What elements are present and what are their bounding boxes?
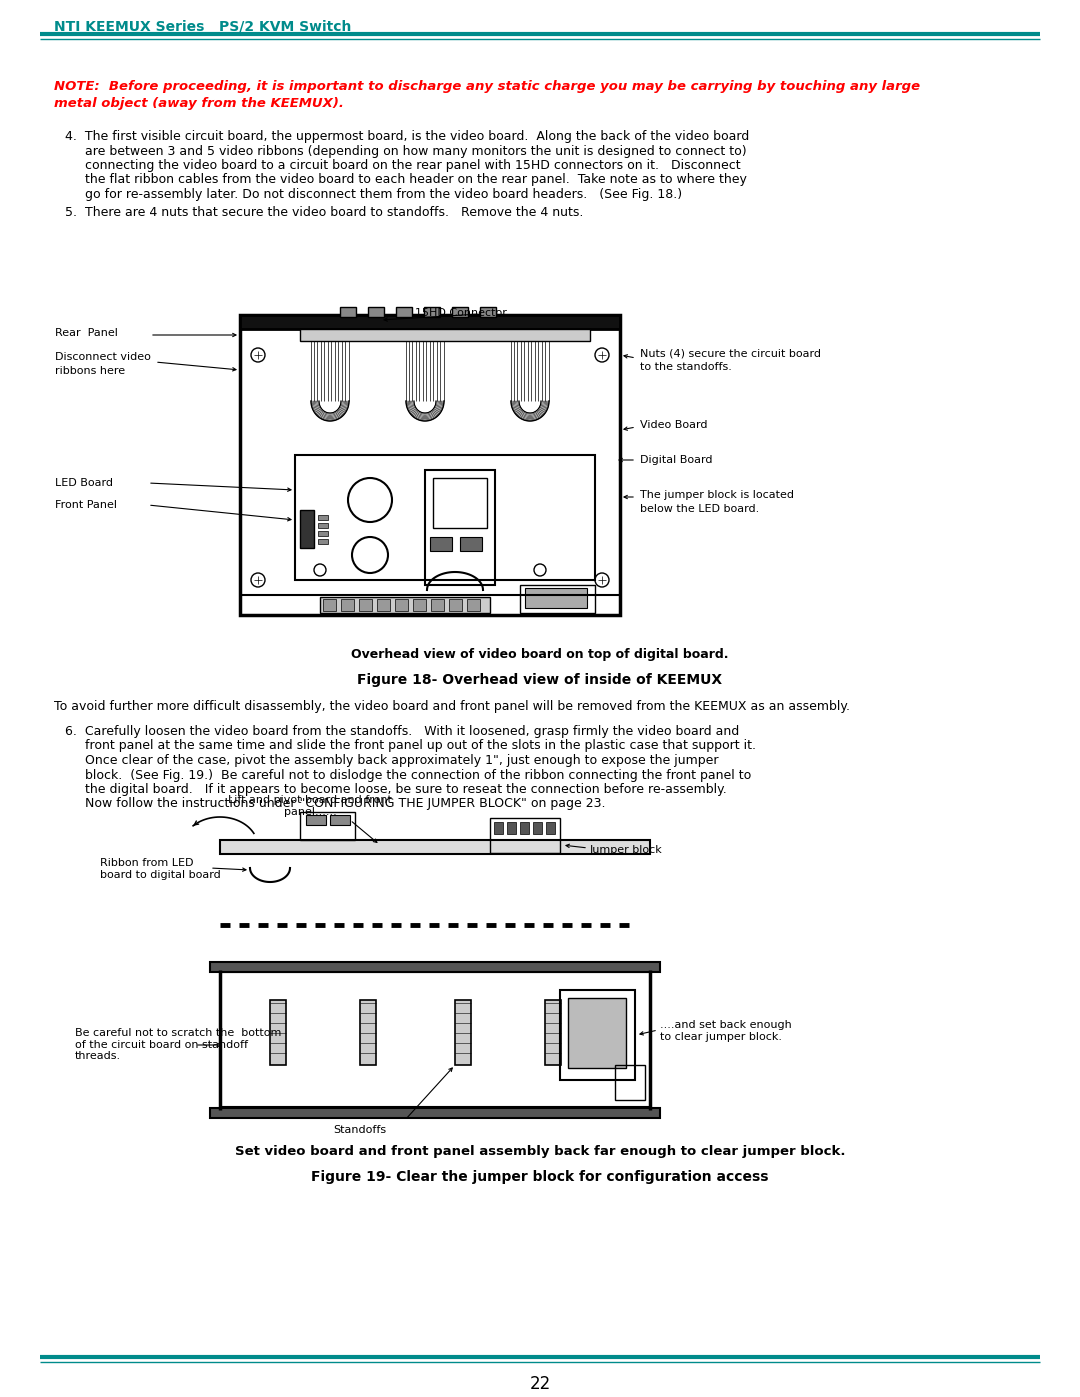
Bar: [318, 531, 328, 536]
Bar: [455, 1000, 471, 1065]
Bar: [525, 588, 588, 608]
Text: Set video board and front panel assembly back far enough to clear jumper block.: Set video board and front panel assembly…: [234, 1146, 846, 1158]
Text: 4.  The first visible circuit board, the uppermost board, is the video board.  A: 4. The first visible circuit board, the …: [65, 130, 750, 142]
Bar: [545, 1000, 561, 1065]
Bar: [424, 307, 440, 317]
Text: LED Board: LED Board: [55, 478, 113, 488]
Text: connecting the video board to a circuit board on the rear panel with 15HD connec: connecting the video board to a circuit …: [65, 159, 741, 172]
Text: 6.  Carefully loosen the video board from the standoffs.   With it loosened, gra: 6. Carefully loosen the video board from…: [65, 725, 739, 738]
Text: Be careful not to scratch the  bottom
of the circuit board on standoff
threads.: Be careful not to scratch the bottom of …: [75, 1028, 282, 1062]
Bar: [519, 585, 595, 613]
Text: NOTE:  Before proceeding, it is important to discharge any static charge you may: NOTE: Before proceeding, it is important…: [54, 80, 920, 94]
Text: Ribbon from LED
board to digital board: Ribbon from LED board to digital board: [100, 858, 220, 880]
Bar: [615, 1065, 645, 1099]
Text: Video Board: Video Board: [640, 420, 707, 430]
Bar: [377, 599, 390, 610]
Bar: [300, 510, 314, 548]
Text: 22: 22: [529, 1375, 551, 1393]
Text: metal object (away from the KEEMUX).: metal object (away from the KEEMUX).: [54, 96, 343, 110]
Text: ribbons here: ribbons here: [55, 366, 125, 376]
Text: front panel at the same time and slide the front panel up out of the slots in th: front panel at the same time and slide t…: [65, 739, 756, 753]
Text: Disconnect video: Disconnect video: [55, 352, 151, 362]
Text: block.  (See Fig. 19.)  Be careful not to dislodge the connection of the ribbon : block. (See Fig. 19.) Be careful not to …: [65, 768, 752, 781]
Bar: [368, 307, 384, 317]
Bar: [467, 599, 480, 610]
Bar: [210, 1108, 660, 1118]
Bar: [426, 469, 495, 585]
Bar: [413, 599, 426, 610]
Bar: [519, 821, 529, 834]
Text: Rear  Panel: Rear Panel: [55, 328, 118, 338]
Text: Figure 18- Overhead view of inside of KEEMUX: Figure 18- Overhead view of inside of KE…: [357, 673, 723, 687]
Text: Figure 19- Clear the jumper block for configuration access: Figure 19- Clear the jumper block for co…: [311, 1171, 769, 1185]
Text: Nuts (4) secure the circuit board: Nuts (4) secure the circuit board: [640, 348, 821, 358]
Bar: [318, 522, 328, 528]
Bar: [494, 821, 503, 834]
Bar: [300, 330, 590, 341]
Text: NTI KEEMUX Series   PS/2 KVM Switch: NTI KEEMUX Series PS/2 KVM Switch: [54, 20, 351, 34]
Bar: [220, 840, 650, 854]
Bar: [320, 597, 490, 613]
Text: go for re-assembly later. Do not disconnect them from the video board headers.  : go for re-assembly later. Do not disconn…: [65, 189, 683, 201]
Bar: [270, 1000, 286, 1065]
Text: Overhead view of video board on top of digital board.: Overhead view of video board on top of d…: [351, 648, 729, 661]
Text: ....and set back enough
to clear jumper block.: ....and set back enough to clear jumper …: [660, 1020, 792, 1042]
Bar: [480, 307, 496, 317]
Bar: [210, 963, 660, 972]
Bar: [568, 997, 626, 1067]
Text: 15HD Connector: 15HD Connector: [415, 307, 507, 319]
Text: to the standoffs.: to the standoffs.: [640, 362, 732, 372]
Text: Front Panel: Front Panel: [55, 500, 117, 510]
Bar: [433, 478, 487, 528]
Bar: [240, 314, 620, 615]
Bar: [323, 599, 336, 610]
Bar: [340, 307, 356, 317]
Bar: [534, 821, 542, 834]
Bar: [449, 599, 462, 610]
Bar: [460, 536, 482, 550]
Text: Lift and pivot board and front
panel......: Lift and pivot board and front panel....…: [228, 795, 392, 817]
Text: To avoid further more difficult disassembly, the video board and front panel wil: To avoid further more difficult disassem…: [54, 700, 850, 712]
Text: Standoffs: Standoffs: [334, 1125, 387, 1134]
Bar: [430, 536, 453, 550]
Text: the digital board.   If it appears to become loose, be sure to reseat the connec: the digital board. If it appears to beco…: [65, 782, 727, 796]
Bar: [360, 1000, 376, 1065]
Bar: [453, 307, 468, 317]
Bar: [330, 814, 350, 826]
Bar: [318, 539, 328, 543]
Text: Jumper block: Jumper block: [590, 845, 663, 855]
Text: Digital Board: Digital Board: [640, 455, 713, 465]
Bar: [546, 821, 555, 834]
Text: Now follow the instructions under "CONFIGURING THE JUMPER BLOCK" on page 23.: Now follow the instructions under "CONFI…: [65, 798, 606, 810]
Bar: [306, 814, 326, 826]
Bar: [240, 314, 620, 330]
Text: The jumper block is located: The jumper block is located: [640, 490, 794, 500]
Text: the flat ribbon cables from the video board to each header on the rear panel.  T: the flat ribbon cables from the video bo…: [65, 173, 747, 187]
Bar: [490, 819, 561, 854]
Bar: [359, 599, 372, 610]
Bar: [507, 821, 516, 834]
Bar: [341, 599, 354, 610]
Text: below the LED board.: below the LED board.: [640, 504, 759, 514]
Bar: [431, 599, 444, 610]
Bar: [300, 812, 355, 840]
Bar: [295, 455, 595, 580]
Bar: [561, 990, 635, 1080]
Text: are between 3 and 5 video ribbons (depending on how many monitors the unit is de: are between 3 and 5 video ribbons (depen…: [65, 144, 746, 158]
Text: Once clear of the case, pivot the assembly back approximately 1", just enough to: Once clear of the case, pivot the assemb…: [65, 754, 718, 767]
Bar: [396, 307, 411, 317]
Text: 5.  There are 4 nuts that secure the video board to standoffs.   Remove the 4 nu: 5. There are 4 nuts that secure the vide…: [65, 207, 583, 219]
Bar: [395, 599, 408, 610]
Bar: [318, 515, 328, 520]
